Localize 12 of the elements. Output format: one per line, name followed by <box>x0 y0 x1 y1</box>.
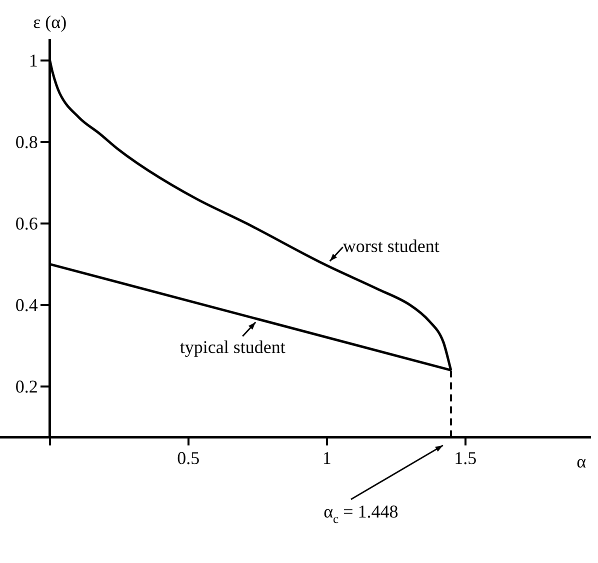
x-tick-label: 1 <box>322 448 332 468</box>
y-axis-title: ε (α) <box>33 12 67 32</box>
x-axis-title: α <box>576 451 587 472</box>
y-tick-label: 1 <box>28 50 38 70</box>
y-tick-label: 0.6 <box>15 213 38 234</box>
y-tick-label: 0.2 <box>15 376 38 396</box>
x-tick-label: 1.5 <box>454 448 477 468</box>
x-tick-label: 0.5 <box>177 448 200 468</box>
annotation: worst student <box>342 236 440 256</box>
y-tick-label: 0.4 <box>15 294 38 315</box>
y-tick-label: 0.8 <box>15 132 38 152</box>
annotation: typical student <box>180 337 286 358</box>
